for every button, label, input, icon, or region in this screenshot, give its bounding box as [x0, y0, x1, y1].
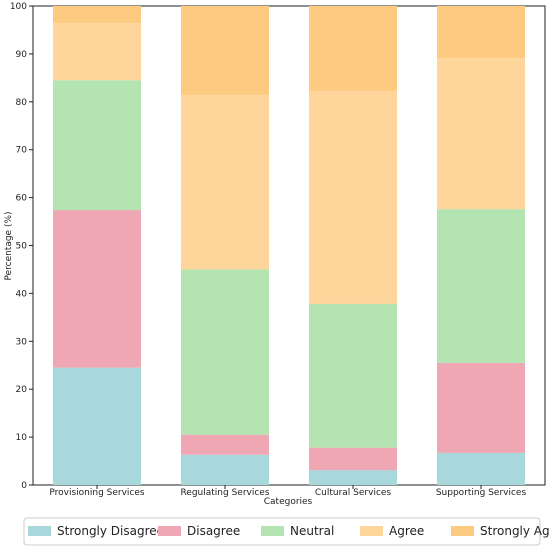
bar-disagree-0 — [53, 210, 141, 368]
legend-swatch — [28, 526, 51, 536]
bar-agree-3 — [437, 58, 525, 210]
bar-neutral-1 — [181, 269, 269, 435]
x-tick-label: Provisioning Services — [49, 488, 145, 498]
legend-entry: Strongly Agree — [480, 524, 550, 538]
bar-agree-1 — [181, 95, 269, 270]
bar-agree-2 — [309, 91, 397, 304]
y-axis-label: Percentage (%) — [4, 211, 14, 280]
legend-entry: Agree — [389, 524, 424, 538]
x-axis-label: Categories — [264, 497, 313, 507]
bar-strongly-disagree-3 — [437, 452, 525, 485]
legend-entry: Strongly Disagree — [57, 524, 164, 538]
bar-disagree-2 — [309, 447, 397, 471]
bar-strongly-disagree-1 — [181, 454, 269, 485]
y-tick-label: 100 — [10, 2, 27, 12]
x-axis: Provisioning Services Regulating Services… — [49, 485, 526, 498]
legend: Strongly Disagree Disagree Neutral Agree Str… — [23, 517, 550, 546]
y-tick-label: 60 — [16, 194, 28, 204]
bar-agree-0 — [53, 23, 141, 81]
y-axis: 0 10 20 30 40 50 60 70 80 90 100 — [10, 2, 33, 491]
bar-disagree-1 — [181, 434, 269, 455]
legend-swatch — [360, 526, 383, 536]
x-tick-label: Supporting Services — [436, 488, 527, 498]
bar-neutral-2 — [309, 303, 397, 448]
x-tick-label: Cultural Services — [315, 488, 392, 498]
bar-strongly-disagree-0 — [53, 367, 141, 485]
y-tick-label: 70 — [16, 146, 28, 156]
legend-swatch — [451, 526, 474, 536]
y-tick-label: 20 — [16, 385, 28, 395]
y-tick-label: 10 — [16, 433, 28, 443]
legend-entry: Neutral — [290, 524, 334, 538]
legend-swatch — [261, 526, 284, 536]
bar-strongly-agree-1 — [181, 6, 269, 96]
bar-strongly-agree-2 — [309, 6, 397, 92]
y-tick-label: 50 — [16, 242, 28, 252]
bar-strongly-agree-0 — [53, 6, 141, 24]
bar-strongly-agree-3 — [437, 6, 525, 59]
x-tick-label: Regulating Services — [180, 488, 269, 498]
bar-strongly-disagree-2 — [309, 470, 397, 485]
y-tick-label: 80 — [16, 98, 28, 108]
y-tick-label: 0 — [21, 481, 27, 491]
y-tick-label: 40 — [16, 289, 28, 299]
legend-swatch — [158, 526, 181, 536]
bar-neutral-0 — [53, 80, 141, 211]
bar-neutral-3 — [437, 209, 525, 363]
y-tick-label: 90 — [16, 50, 28, 60]
legend-entry: Disagree — [187, 524, 240, 538]
y-tick-label: 30 — [16, 337, 28, 347]
bar-disagree-3 — [437, 362, 525, 453]
bars — [53, 6, 525, 485]
